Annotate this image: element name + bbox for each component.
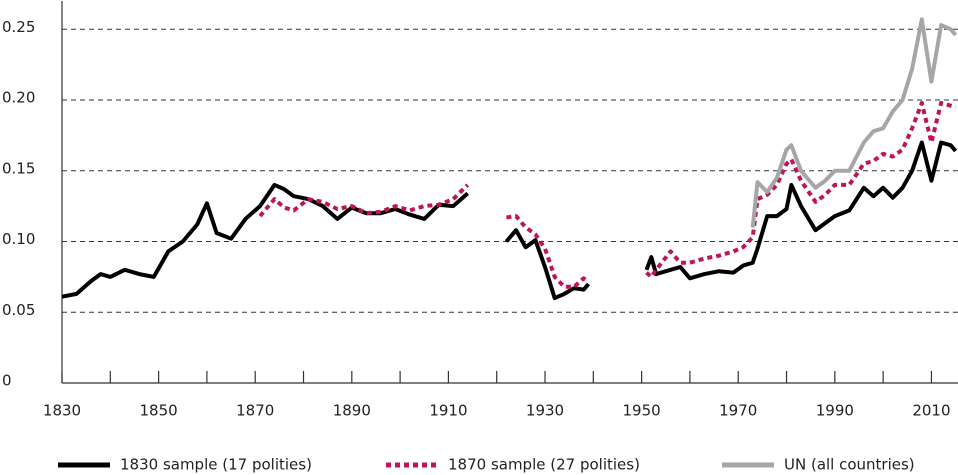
series-line — [258, 100, 957, 289]
legend-label: 1830 sample (17 polities) — [120, 456, 312, 474]
x-tick-label: 1930 — [526, 402, 564, 420]
x-tick-label: 1990 — [816, 402, 854, 420]
x-tick-label: 1830 — [43, 402, 81, 420]
y-tick-label: 0.25 — [2, 18, 35, 36]
y-tick-label: 0.20 — [2, 89, 35, 107]
legend-label: 1870 sample (27 polities) — [448, 456, 640, 474]
x-tick-label: 1950 — [623, 402, 661, 420]
x-tick-label: 1910 — [429, 402, 467, 420]
y-tick-label: 0.05 — [2, 301, 35, 319]
legend-label: UN (all countries) — [784, 456, 915, 474]
series-line — [750, 17, 958, 228]
y-tick-label: 0.15 — [2, 159, 35, 177]
y-tick-label: 0.10 — [2, 230, 35, 248]
x-tick-label: 1870 — [236, 402, 274, 420]
y-tick-label: 0 — [2, 372, 12, 390]
x-tick-label: 1850 — [140, 402, 178, 420]
x-tick-label: 2010 — [912, 402, 950, 420]
series-line — [61, 140, 958, 301]
x-tick-label: 1970 — [719, 402, 757, 420]
x-tick-label: 1890 — [333, 402, 371, 420]
